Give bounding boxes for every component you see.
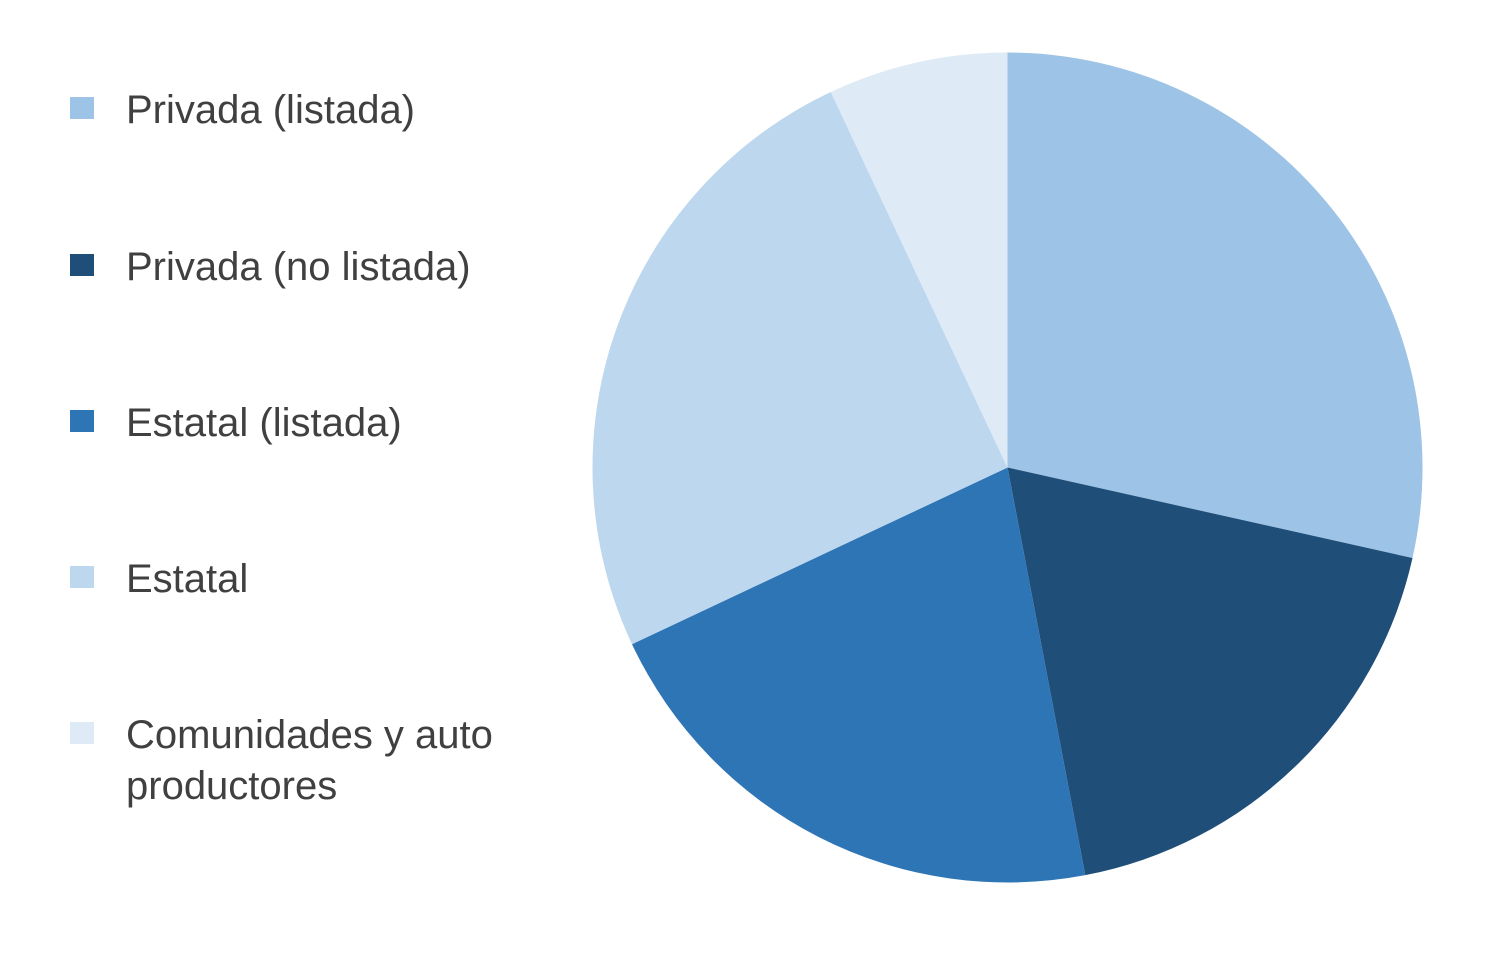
legend-swatch-estatal-listada bbox=[70, 410, 94, 432]
legend-label-estatal-listada: Estatal (listada) bbox=[126, 401, 402, 445]
legend-item-privada-listada: Privada (listada) bbox=[70, 85, 590, 136]
legend-label-privada-listada: Privada (listada) bbox=[126, 88, 416, 132]
pie-slice-4 bbox=[830, 52, 1008, 468]
pie-slice-2 bbox=[631, 467, 1086, 883]
legend-item-comunidades: Comunidades y auto productores bbox=[70, 710, 590, 812]
pie-slice-0 bbox=[1007, 52, 1423, 559]
pie-slices bbox=[592, 52, 1423, 883]
pie-slice-1 bbox=[1007, 467, 1413, 876]
legend-label-comunidades: Comunidades y auto productores bbox=[126, 713, 493, 808]
legend-label-estatal: Estatal bbox=[126, 557, 249, 601]
pie-chart bbox=[592, 52, 1423, 883]
legend-item-estatal-listada: Estatal (listada) bbox=[70, 398, 590, 449]
legend-swatch-comunidades bbox=[70, 722, 94, 744]
legend-label-privada-no-listada: Privada (no listada) bbox=[126, 245, 471, 289]
legend-item-estatal: Estatal bbox=[70, 554, 590, 605]
pie-slice-3 bbox=[592, 91, 1008, 645]
legend-item-privada-no-listada: Privada (no listada) bbox=[70, 242, 590, 293]
legend-swatch-privada-no-listada bbox=[70, 254, 94, 276]
legend-swatch-estatal bbox=[70, 566, 94, 588]
legend-swatch-privada-listada bbox=[70, 97, 94, 119]
